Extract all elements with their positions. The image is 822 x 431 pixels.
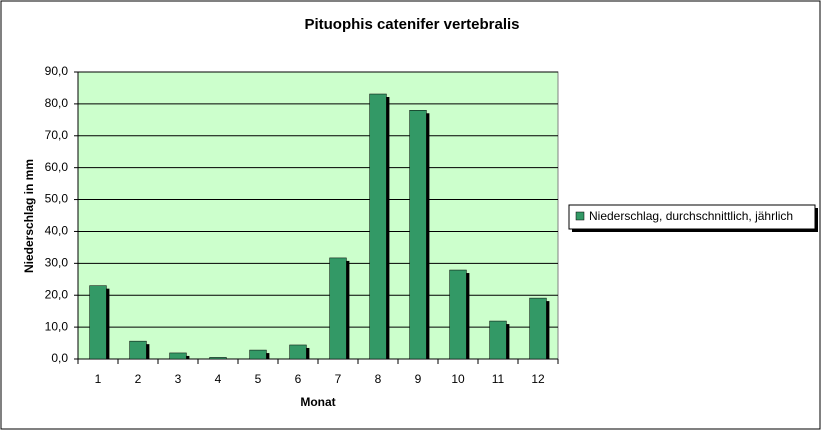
bar <box>369 93 387 360</box>
x-axis-title: Monat <box>300 395 335 409</box>
y-tick-label: 50,0 <box>45 192 69 206</box>
chart-title: Pituophis catenifer vertebralis <box>304 16 519 33</box>
y-tick-label: 0,0 <box>51 351 68 365</box>
legend-box <box>568 204 816 230</box>
x-tick-label: 9 <box>415 372 422 386</box>
bar <box>529 297 547 360</box>
bar <box>449 269 467 360</box>
y-axis-title: Niederschlag in mm <box>22 159 36 273</box>
x-tick-label: 1 <box>95 372 102 386</box>
bar <box>489 320 507 360</box>
y-tick-label: 60,0 <box>45 160 69 174</box>
y-tick-label: 80,0 <box>45 96 69 110</box>
x-tick-label: 10 <box>451 372 465 386</box>
bar <box>289 344 307 360</box>
x-tick-label: 3 <box>175 372 182 386</box>
bar <box>209 357 227 360</box>
bar <box>89 285 107 360</box>
bar <box>329 257 347 360</box>
y-tick-label: 20,0 <box>45 287 69 301</box>
x-tick-label: 7 <box>335 372 342 386</box>
x-tick-label: 4 <box>215 372 222 386</box>
x-tick-label: 12 <box>531 372 545 386</box>
x-tick-label: 5 <box>255 372 262 386</box>
x-tick-label: 6 <box>295 372 302 386</box>
bar <box>409 110 427 360</box>
bar <box>129 340 147 360</box>
x-tick-label: 8 <box>375 372 382 386</box>
x-tick-label: 2 <box>135 372 142 386</box>
y-tick-label: 40,0 <box>45 224 69 238</box>
x-tick-label: 11 <box>492 372 505 386</box>
y-tick-label: 30,0 <box>45 256 69 270</box>
legend-swatch <box>575 211 585 221</box>
y-tick-label: 90,0 <box>45 64 69 78</box>
bar <box>249 349 267 360</box>
y-tick-label: 10,0 <box>45 319 69 333</box>
plot-area <box>77 71 559 360</box>
y-tick-label: 70,0 <box>45 128 69 142</box>
bar <box>169 352 187 360</box>
legend-label: Niederschlag, durchschnittlich, jährlich <box>589 209 793 223</box>
